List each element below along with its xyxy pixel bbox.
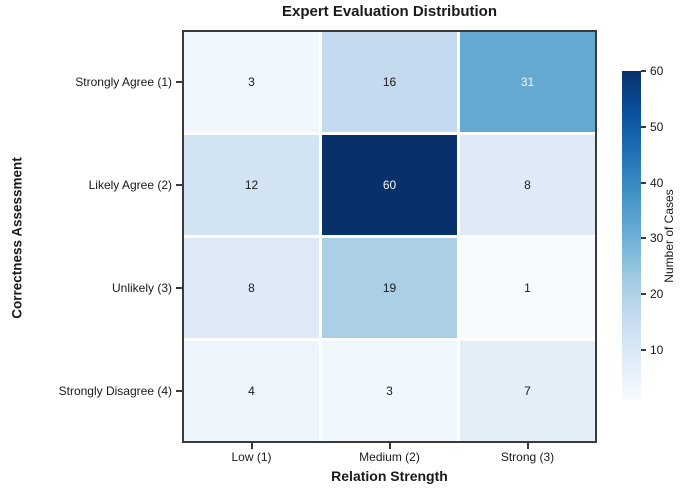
y-tick-label: Likely Agree (2) (88, 178, 172, 192)
y-tick-mark (176, 81, 182, 83)
y-tick-label: Unlikely (3) (111, 281, 172, 295)
colorbar-tick-label: 10 (650, 342, 664, 357)
y-tick-mark (176, 184, 182, 186)
colorbar-tick-mark (641, 70, 646, 72)
x-tick-label: Strong (3) (500, 450, 555, 464)
x-tick-label: Medium (2) (359, 450, 420, 464)
y-tick-mark (176, 390, 182, 392)
colorbar-tick-mark (641, 125, 646, 128)
x-tick-mark (250, 443, 253, 449)
heatmap-grid: 3 16 31 12 60 8 8 19 1 4 3 7 (184, 32, 595, 441)
x-axis-title: Relation Strength (331, 468, 448, 484)
heatmap-cell: 3 (322, 341, 457, 441)
colorbar-tick-label: 50 (650, 119, 664, 134)
colorbar-tick-label: 30 (650, 231, 664, 246)
heatmap-cell: 16 (322, 32, 457, 132)
heatmap-cell: 31 (460, 32, 595, 132)
heatmap-cell: 12 (184, 135, 319, 235)
x-tick-mark (526, 443, 529, 449)
heatmap-cell: 3 (184, 32, 319, 132)
colorbar-tick-label: 60 (650, 64, 664, 78)
colorbar-tick-label: 40 (650, 175, 664, 190)
y-tick-label: Strongly Agree (1) (75, 75, 172, 89)
y-tick-mark (176, 287, 182, 289)
heatmap-cell: 8 (184, 238, 319, 338)
heatmap-cell: 60 (322, 135, 457, 235)
x-tick-mark (388, 443, 391, 449)
heatmap-cell: 7 (460, 341, 595, 441)
heatmap-cell: 19 (322, 238, 457, 338)
colorbar-tick-mark (641, 348, 646, 351)
colorbar-tick-mark (641, 181, 646, 184)
colorbar-gradient (622, 71, 641, 400)
heatmap-cell: 1 (460, 238, 595, 338)
y-tick-label: Strongly Disagree (4) (58, 384, 172, 398)
chart-title: Expert Evaluation Distribution (281, 3, 498, 20)
colorbar-tick-label: 20 (650, 287, 664, 302)
x-tick-label: Low (1) (231, 450, 272, 464)
heatmap-plot-area: 3 16 31 12 60 8 8 19 1 4 3 7 (182, 30, 597, 443)
colorbar-tick-mark (641, 237, 646, 240)
colorbar-label: Number of Cases (662, 189, 676, 283)
heatmap-cell: 4 (184, 341, 319, 441)
colorbar-tick-mark (641, 293, 646, 296)
heatmap-cell: 8 (460, 135, 595, 235)
